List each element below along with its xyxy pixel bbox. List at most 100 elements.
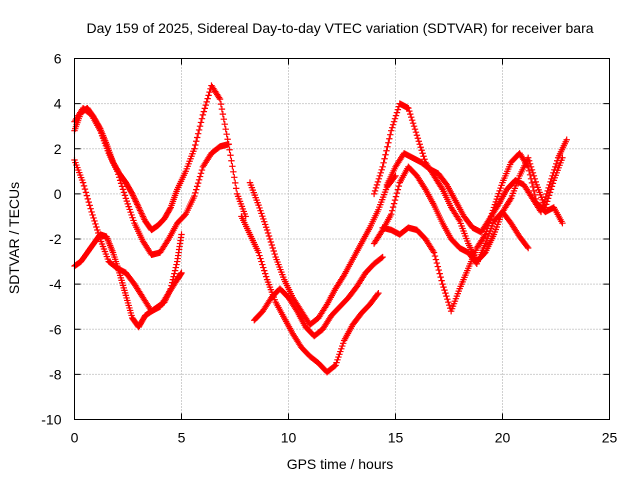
data-point	[124, 200, 131, 208]
data-point	[388, 207, 396, 214]
x-tick-label: 15	[388, 430, 404, 446]
data-point	[410, 122, 418, 130]
data-point	[432, 256, 440, 263]
data-point	[411, 125, 419, 133]
data-point	[116, 177, 124, 184]
data-point	[200, 108, 208, 115]
data-point	[524, 244, 532, 252]
data-point	[394, 186, 402, 193]
data-point	[482, 231, 489, 238]
data-point	[545, 184, 552, 192]
data-point	[79, 179, 87, 186]
data-point	[392, 172, 399, 180]
data-point	[205, 92, 212, 99]
data-point	[339, 273, 347, 280]
data-point	[373, 181, 381, 189]
data-point	[524, 243, 531, 250]
data-point	[438, 184, 445, 192]
data-point	[196, 122, 204, 130]
data-point	[550, 169, 557, 177]
data-point	[220, 115, 228, 123]
data-point	[418, 147, 425, 154]
data-point	[226, 146, 233, 153]
data-point	[126, 206, 133, 213]
data-point	[232, 185, 240, 192]
data-point	[530, 187, 538, 195]
data-point	[227, 152, 234, 159]
data-point	[231, 174, 238, 181]
data-point	[95, 229, 102, 237]
data-point	[134, 202, 142, 210]
data-point	[117, 180, 125, 187]
data-point	[228, 157, 235, 164]
data-point	[528, 166, 536, 174]
data-point	[483, 228, 490, 235]
data-point	[393, 109, 401, 116]
data-point	[406, 107, 413, 115]
data-point	[481, 232, 488, 240]
y-tick-label: 6	[54, 51, 62, 67]
data-point	[263, 226, 271, 234]
data-point	[493, 195, 500, 203]
data-point	[81, 185, 89, 193]
data-point	[497, 184, 504, 192]
x-tick-label: 25	[602, 430, 618, 446]
data-point	[259, 212, 266, 220]
data-point	[383, 147, 390, 154]
data-point	[389, 121, 397, 128]
data-point	[129, 190, 136, 198]
data-point	[268, 241, 276, 249]
data-point	[527, 175, 535, 183]
data-point	[413, 132, 421, 139]
data-point	[416, 141, 423, 148]
data-point	[123, 197, 131, 205]
data-point	[415, 138, 423, 145]
data-point	[384, 143, 391, 150]
data-point	[524, 154, 532, 161]
data-point	[84, 195, 92, 203]
data-point	[529, 183, 537, 191]
y-tick-label: -8	[49, 366, 62, 382]
data-point	[265, 232, 273, 240]
data-point	[371, 187, 379, 195]
data-point	[540, 199, 548, 207]
data-point	[195, 176, 203, 184]
data-point	[262, 273, 270, 280]
data-point	[394, 106, 402, 113]
data-point	[437, 273, 444, 281]
data-point	[438, 277, 445, 284]
axis-tick-labels: 0 5 10 15 20 25 -10 -8 -6 -4 -2 0 2 4 6	[41, 51, 617, 446]
data-point	[255, 249, 262, 256]
data-point	[390, 200, 398, 207]
data-point	[382, 151, 389, 158]
data-point	[229, 163, 236, 170]
series-track-2	[71, 82, 249, 234]
data-point	[96, 232, 103, 240]
data-point	[430, 249, 438, 256]
data-point	[434, 263, 442, 270]
data-point	[201, 105, 209, 112]
x-axis-label: GPS time / hours	[287, 456, 394, 472]
data-point	[339, 342, 346, 350]
data-point	[132, 198, 140, 205]
chart-title: Day 159 of 2025, Sidereal Day-to-day VTE…	[86, 20, 593, 36]
data-point	[138, 210, 145, 217]
data-point	[388, 210, 395, 218]
data-point	[334, 356, 341, 364]
data-point	[391, 196, 399, 204]
data-point	[372, 184, 380, 192]
data-point	[198, 115, 206, 122]
data-point	[256, 204, 263, 212]
data-point	[82, 189, 90, 196]
data-point	[120, 189, 128, 196]
data-point	[335, 353, 342, 361]
data-point	[544, 187, 551, 195]
data-point	[118, 183, 126, 190]
data-point	[94, 226, 101, 234]
data-marks	[71, 82, 570, 376]
data-point	[389, 203, 397, 211]
data-point	[385, 139, 392, 146]
data-point	[85, 198, 92, 206]
data-point	[92, 220, 99, 228]
data-point	[375, 289, 382, 297]
